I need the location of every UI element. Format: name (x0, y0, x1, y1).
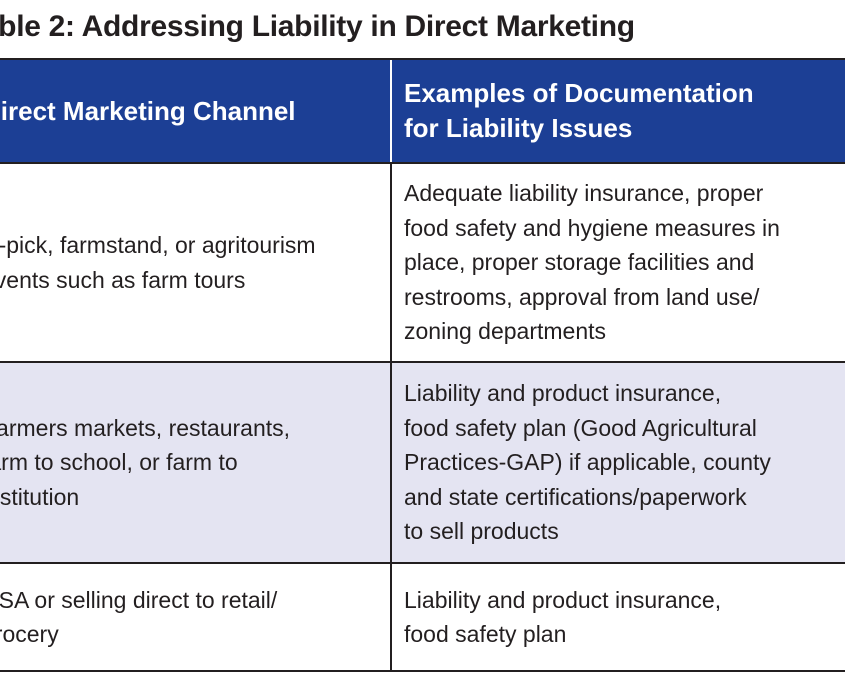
channel-text: U-pick, farmstand, or agritourism events… (0, 232, 316, 293)
table-header-row: Direct Marketing Channel Examples of Doc… (0, 58, 845, 162)
channel-cell: Farmers markets, restaurants, farm to sc… (0, 363, 392, 562)
table-title: Table 2: Addressing Liability in Direct … (0, 10, 635, 43)
liability-table: Direct Marketing Channel Examples of Doc… (0, 58, 845, 672)
documentation-text: Liability and product insurance, food sa… (404, 586, 722, 648)
documentation-text: Adequate liability insurance, proper foo… (404, 180, 780, 345)
channel-cell: U-pick, farmstand, or agritourism events… (0, 164, 392, 361)
documentation-cell: Adequate liability insurance, proper foo… (392, 164, 845, 361)
documentation-cell: Liability and product insurance, food sa… (392, 363, 845, 562)
table-row: U-pick, farmstand, or agritourism events… (0, 162, 845, 363)
documentation-text: Liability and product insurance, food sa… (404, 380, 771, 545)
header-label-documentation: Examples of Documentation for Liability … (404, 78, 754, 143)
header-cell-documentation: Examples of Documentation for Liability … (392, 60, 845, 162)
channel-text: Farmers markets, restaurants, farm to sc… (0, 414, 291, 510)
channel-text: CSA or selling direct to retail/ grocery (0, 586, 278, 648)
documentation-cell: Liability and product insurance, food sa… (392, 564, 845, 670)
header-cell-channel: Direct Marketing Channel (0, 60, 392, 162)
table-row: CSA or selling direct to retail/ grocery… (0, 564, 845, 672)
table-row: Farmers markets, restaurants, farm to sc… (0, 363, 845, 564)
header-label-channel: Direct Marketing Channel (0, 95, 296, 126)
channel-cell: CSA or selling direct to retail/ grocery (0, 564, 392, 670)
